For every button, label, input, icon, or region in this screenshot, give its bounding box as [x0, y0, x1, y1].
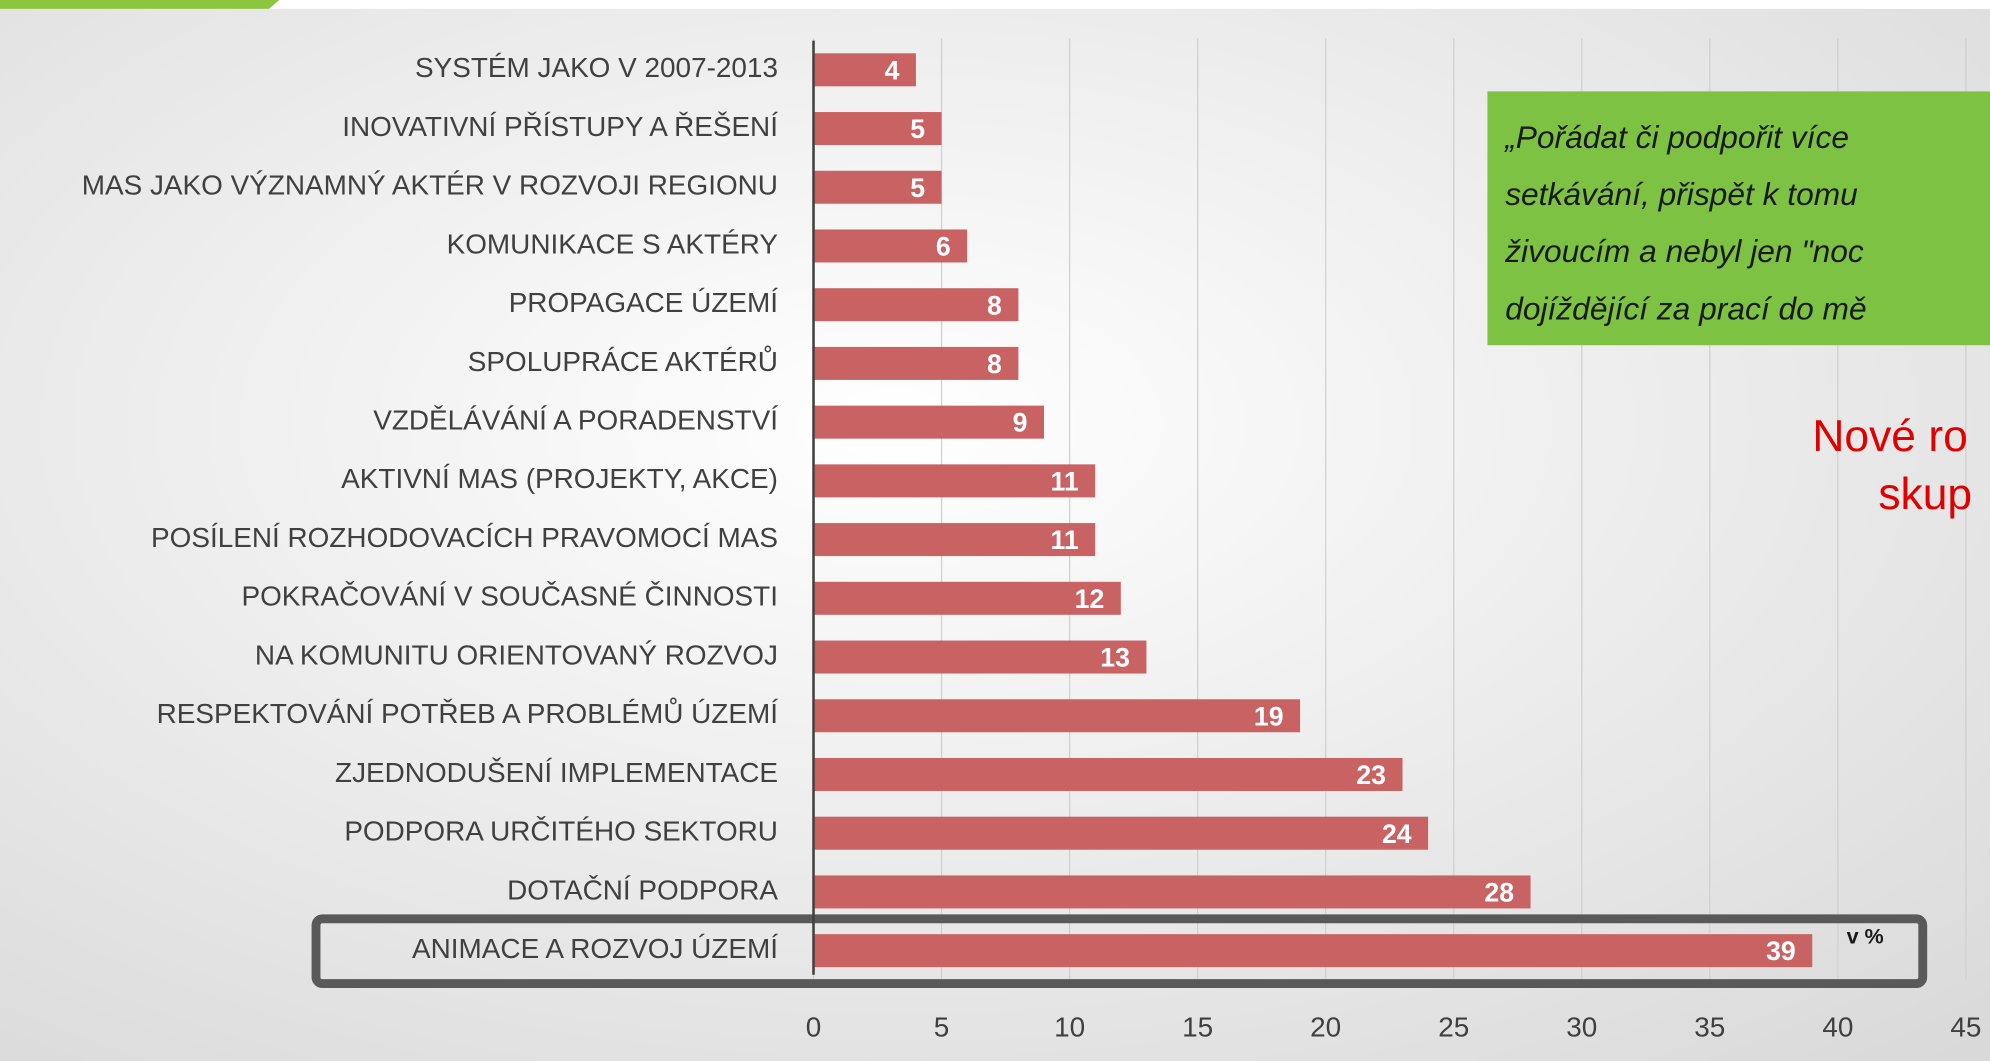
- x-tick-label: 45: [1950, 1012, 1981, 1043]
- bar: [813, 405, 1044, 439]
- bar: [813, 170, 942, 204]
- quote-line: setkávání, přispět k tomu: [1505, 176, 1858, 212]
- bar: [813, 229, 968, 263]
- y-tick-label: PROPAGACE ÚZEMÍ: [509, 287, 779, 318]
- unit-label: v %: [1847, 924, 1884, 949]
- x-tick-label: 30: [1566, 1012, 1597, 1043]
- data-label: 23: [1356, 760, 1386, 790]
- data-label: 24: [1382, 819, 1412, 849]
- x-tick-label: 0: [806, 1012, 822, 1043]
- y-tick-label: AKTIVNÍ MAS (PROJEKTY, AKCE): [341, 463, 778, 494]
- bar: [813, 699, 1301, 733]
- bar: [813, 581, 1121, 615]
- data-label: 39: [1766, 936, 1796, 966]
- y-tick-label: VZDĚLÁVÁNÍ A PORADENSTVÍ: [373, 405, 778, 436]
- data-label: 9: [1013, 408, 1028, 438]
- y-tick-label: KOMUNIKACE S AKTÉRY: [447, 228, 778, 259]
- y-tick-label: ANIMACE A ROZVOJ ÚZEMÍ: [412, 933, 778, 964]
- bar: [813, 934, 1813, 968]
- y-tick-label: POKRAČOVÁNÍ V SOUČASNÉ ČINNOSTI: [241, 581, 778, 612]
- x-tick-label: 40: [1822, 1012, 1853, 1043]
- data-label: 11: [1051, 466, 1079, 496]
- x-tick-label: 5: [934, 1012, 950, 1043]
- bar: [813, 346, 1019, 380]
- side-text: Nové ro: [1812, 412, 1968, 461]
- bar: [813, 288, 1019, 322]
- bar: [813, 875, 1531, 909]
- quote-line: „Pořádat či podpořit více: [1503, 119, 1849, 155]
- y-tick-label: RESPEKTOVÁNÍ POTŘEB A PROBLÉMŮ ÚZEMÍ: [157, 697, 779, 729]
- data-label: 4: [885, 55, 900, 85]
- quote-line: dojíždějící za prací do mě: [1505, 290, 1866, 326]
- data-label: 8: [987, 290, 1002, 320]
- data-label: 11: [1051, 525, 1079, 555]
- x-tick-label: 35: [1694, 1012, 1725, 1043]
- quote-box: [1487, 91, 1990, 346]
- bar: [813, 816, 1429, 850]
- side-text: skup: [1878, 470, 1972, 519]
- data-label: 12: [1075, 584, 1105, 614]
- data-label: 13: [1100, 643, 1130, 673]
- x-tick-label: 25: [1438, 1012, 1469, 1043]
- top-accent: [0, 0, 280, 9]
- top-band: [0, 0, 1990, 9]
- bar: [813, 523, 1096, 557]
- quote-line: živoucím a nebyl jen "noc: [1504, 233, 1864, 269]
- bar: [813, 53, 916, 87]
- y-tick-label: DOTAČNÍ PODPORA: [507, 874, 778, 905]
- highlight-box: [311, 914, 1928, 989]
- x-tick-label: 20: [1310, 1012, 1341, 1043]
- data-label: 19: [1254, 701, 1284, 731]
- y-tick-label: SPOLUPRÁCE AKTÉRŮ: [468, 345, 778, 377]
- y-tick-label: ZJEDNODUŠENÍ IMPLEMENTACE: [335, 757, 778, 788]
- y-tick-label: POSÍLENÍ ROZHODOVACÍCH PRAVOMOCÍ MAS: [151, 522, 778, 553]
- y-tick-label: PODPORA URČITÉHO SEKTORU: [344, 816, 778, 847]
- bar: [813, 464, 1096, 498]
- data-label: 6: [936, 232, 951, 262]
- data-label: 28: [1484, 878, 1514, 908]
- x-tick-label: 15: [1182, 1012, 1213, 1043]
- x-tick-label: 10: [1054, 1012, 1085, 1043]
- y-tick-label: NA KOMUNITU ORIENTOVANÝ ROZVOJ: [255, 639, 778, 670]
- y-tick-label: MAS JAKO VÝZNAMNÝ AKTÉR V ROZVOJI REGION…: [82, 170, 778, 201]
- data-label: 5: [910, 114, 925, 144]
- data-label: 5: [910, 173, 925, 203]
- bar: [813, 640, 1147, 674]
- y-tick-label: INOVATIVNÍ PŘÍSTUPY A ŘEŠENÍ: [342, 111, 778, 142]
- bar: [813, 757, 1403, 791]
- y-tick-label: SYSTÉM JAKO V 2007-2013: [415, 52, 778, 83]
- bar: [813, 112, 942, 146]
- data-label: 8: [987, 349, 1002, 379]
